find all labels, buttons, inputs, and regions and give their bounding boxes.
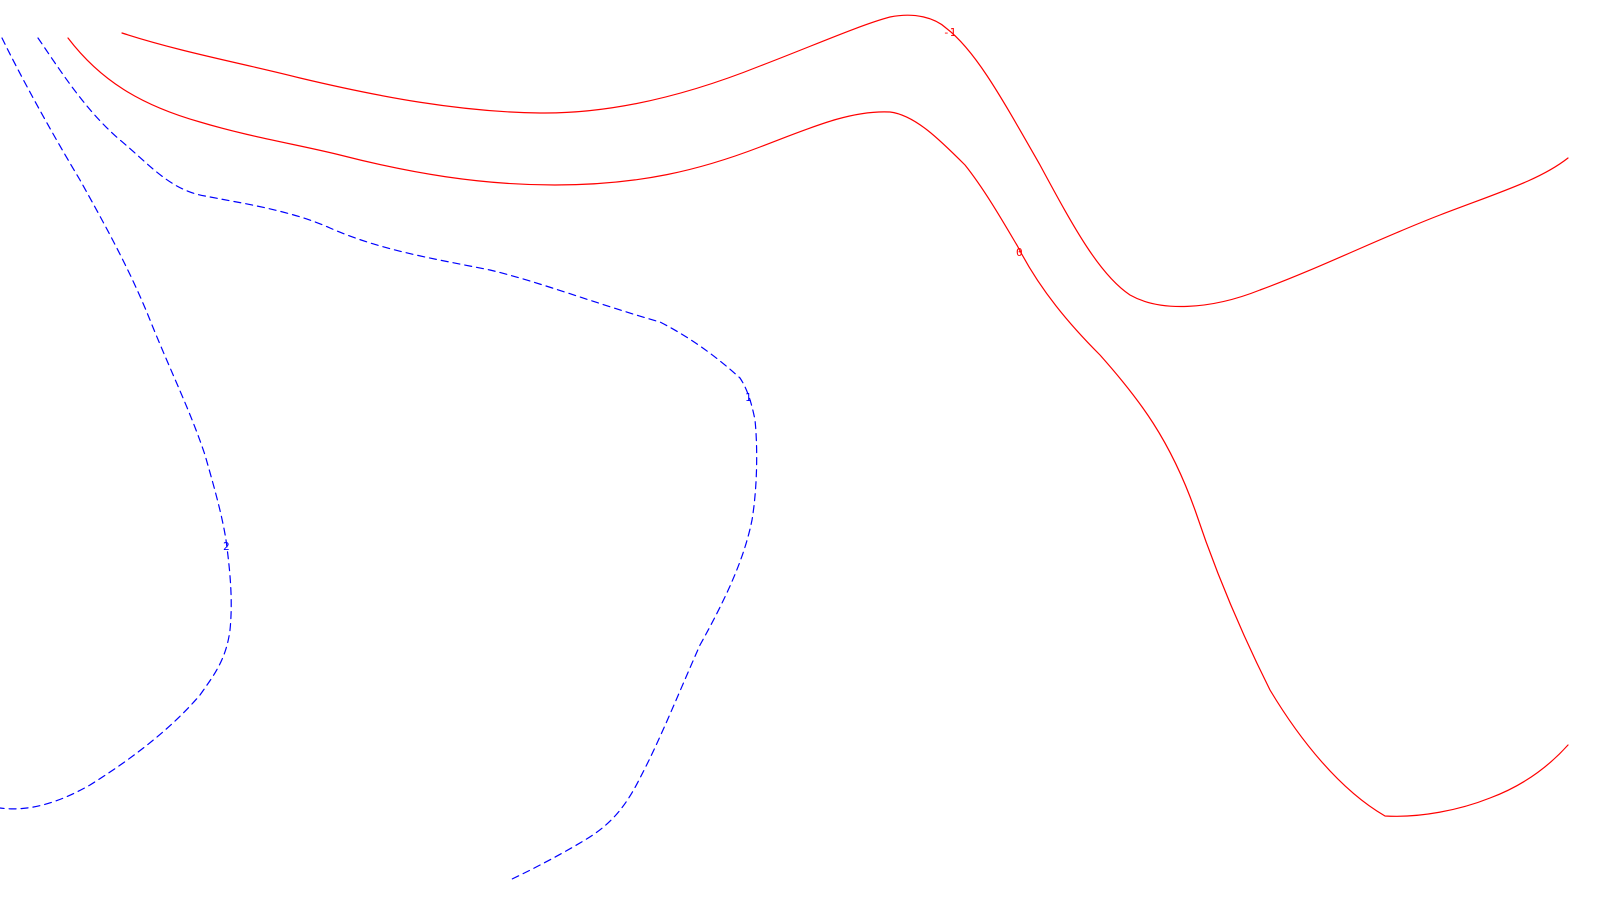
contour-line-minus-1 [121,14,1569,308]
contour-label-2: 2 [223,540,230,553]
contour-label-0: 0 [1016,246,1023,259]
contour-line-0 [67,37,1569,817]
contour-line-2 [0,37,232,810]
contour-label-1: 1 [745,391,752,404]
contour-label-minus-1: -1 [943,26,956,39]
contour-line-1 [37,37,758,881]
